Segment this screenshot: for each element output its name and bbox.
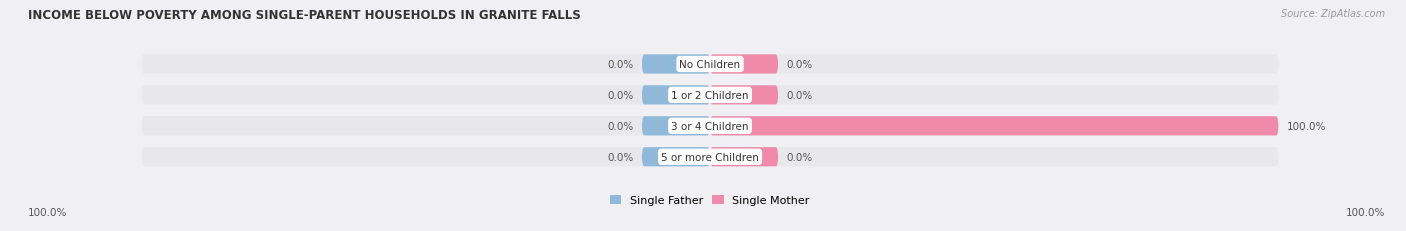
Text: 0.0%: 0.0% xyxy=(787,60,813,70)
Text: No Children: No Children xyxy=(679,60,741,70)
Text: Source: ZipAtlas.com: Source: ZipAtlas.com xyxy=(1281,9,1385,19)
Text: 100.0%: 100.0% xyxy=(28,207,67,217)
Text: 100.0%: 100.0% xyxy=(1346,207,1385,217)
Text: 5 or more Children: 5 or more Children xyxy=(661,152,759,162)
FancyBboxPatch shape xyxy=(641,55,710,74)
Text: 3 or 4 Children: 3 or 4 Children xyxy=(671,121,749,131)
Text: 0.0%: 0.0% xyxy=(787,91,813,100)
FancyBboxPatch shape xyxy=(710,86,779,105)
FancyBboxPatch shape xyxy=(710,117,1278,136)
FancyBboxPatch shape xyxy=(142,55,1278,74)
FancyBboxPatch shape xyxy=(142,117,1278,136)
Text: 1 or 2 Children: 1 or 2 Children xyxy=(671,91,749,100)
Legend: Single Father, Single Mother: Single Father, Single Mother xyxy=(610,195,810,205)
Text: 0.0%: 0.0% xyxy=(607,152,633,162)
Text: 0.0%: 0.0% xyxy=(607,121,633,131)
Text: INCOME BELOW POVERTY AMONG SINGLE-PARENT HOUSEHOLDS IN GRANITE FALLS: INCOME BELOW POVERTY AMONG SINGLE-PARENT… xyxy=(28,9,581,22)
FancyBboxPatch shape xyxy=(142,86,1278,105)
Text: 0.0%: 0.0% xyxy=(607,60,633,70)
FancyBboxPatch shape xyxy=(710,148,779,167)
Text: 100.0%: 100.0% xyxy=(1286,121,1326,131)
FancyBboxPatch shape xyxy=(641,117,710,136)
FancyBboxPatch shape xyxy=(641,148,710,167)
Text: 0.0%: 0.0% xyxy=(607,91,633,100)
FancyBboxPatch shape xyxy=(710,55,779,74)
Text: 0.0%: 0.0% xyxy=(787,152,813,162)
FancyBboxPatch shape xyxy=(142,148,1278,167)
FancyBboxPatch shape xyxy=(641,86,710,105)
